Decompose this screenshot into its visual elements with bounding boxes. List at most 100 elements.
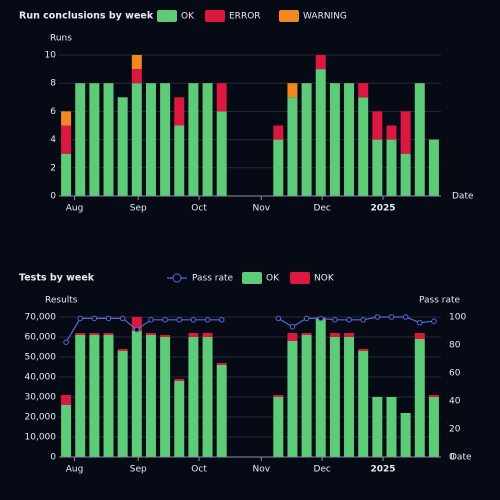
y-tick-label: 10 xyxy=(45,51,57,61)
bar-segment xyxy=(202,83,213,196)
pass-rate-point xyxy=(176,317,183,323)
bar-segment xyxy=(216,363,227,365)
bar-segment xyxy=(414,339,425,457)
y-tick-label: 4 xyxy=(50,135,56,145)
bar-segment xyxy=(372,139,383,196)
bar-segment xyxy=(75,83,86,196)
bar-segment xyxy=(315,319,326,457)
legend-label: OK xyxy=(181,12,195,22)
legend-swatch xyxy=(205,10,225,22)
bar-segment xyxy=(216,83,227,112)
bar-segment xyxy=(61,395,72,405)
y2-tick-label: 20 xyxy=(449,425,461,435)
bar-segment xyxy=(131,83,142,196)
bar-segment xyxy=(75,335,86,457)
x-tick-label: 2025 xyxy=(370,465,395,475)
bar-segment xyxy=(315,69,326,196)
y2-tick-label: 40 xyxy=(449,397,461,407)
y2-axis-title: Pass rate xyxy=(419,296,461,306)
bar-segment xyxy=(301,335,312,457)
legend-label: ERROR xyxy=(229,12,261,22)
y-tick-label: 0 xyxy=(50,192,56,202)
bar-segment xyxy=(386,125,397,140)
bar-segment xyxy=(89,335,100,457)
pass-rate-point xyxy=(119,315,126,322)
bar-segment xyxy=(414,333,425,339)
y-tick-label: 20,000 xyxy=(25,413,57,423)
legend-swatch xyxy=(157,10,177,22)
bar-segment xyxy=(75,333,86,335)
x-tick-label: Sep xyxy=(130,204,147,214)
bar-segment xyxy=(273,125,284,140)
bar-segment xyxy=(61,125,72,154)
pass-rate-point xyxy=(346,317,352,323)
x-tick-label: Oct xyxy=(191,465,207,475)
bar-segment xyxy=(174,381,185,457)
y2-tick-label: 100 xyxy=(449,313,466,323)
legend-label: OK xyxy=(266,274,280,284)
bar-segment xyxy=(216,111,227,196)
x-tick-label: Dec xyxy=(313,465,330,475)
x-tick-label: Nov xyxy=(253,204,271,214)
bar-segment xyxy=(287,97,298,196)
bar-segment xyxy=(273,139,284,196)
bar-segment xyxy=(428,139,439,196)
y-tick-label: 0 xyxy=(50,453,56,463)
bar-segment xyxy=(287,333,298,341)
bar-segment xyxy=(287,341,298,457)
bar-segment xyxy=(301,83,312,196)
y2-tick-label: 80 xyxy=(449,341,461,351)
bar-segment xyxy=(358,351,369,457)
bar-segment xyxy=(315,55,326,70)
pass-rate-point xyxy=(190,317,197,323)
pass-rate-point xyxy=(402,314,409,320)
y2-tick-label: 0 xyxy=(449,453,455,463)
bar-segment xyxy=(273,397,284,457)
bar-segment xyxy=(174,379,185,381)
legend-label: WARNING xyxy=(303,12,347,22)
legend-marker xyxy=(172,273,182,283)
bar-segment xyxy=(131,69,142,84)
pass-rate-point xyxy=(317,315,324,322)
y-tick-label: 30,000 xyxy=(25,393,57,403)
bar-segment xyxy=(61,405,72,457)
bar-segment xyxy=(174,125,185,196)
bar-segment xyxy=(160,83,171,196)
bar-segment xyxy=(145,83,156,196)
bar-segment xyxy=(287,83,298,98)
bar-segment xyxy=(188,333,199,337)
bar-segment xyxy=(414,83,425,196)
bar-segment xyxy=(386,139,397,196)
y-tick-label: 70,000 xyxy=(25,313,57,323)
y-tick-label: 50,000 xyxy=(25,353,57,363)
bar-segment xyxy=(344,83,355,196)
legend-label: NOK xyxy=(314,274,335,284)
x-tick-label: Oct xyxy=(191,204,207,214)
x-axis-title: Date xyxy=(450,453,472,463)
pass-rate-point xyxy=(77,315,84,322)
bar-segment xyxy=(117,349,128,351)
pass-rate-point xyxy=(388,314,395,320)
bar-segment xyxy=(188,337,199,457)
bar-segment xyxy=(344,337,355,457)
pass-rate-point xyxy=(218,317,225,323)
bar-segment xyxy=(400,153,411,196)
bar-segment xyxy=(117,351,128,457)
x-tick-label: Aug xyxy=(66,465,84,475)
bar-segment xyxy=(89,333,100,335)
bar-segment xyxy=(358,97,369,196)
bar-segment xyxy=(329,83,340,196)
bar-segment xyxy=(145,333,156,335)
legend-swatch xyxy=(290,272,310,284)
y-tick-label: 2 xyxy=(50,163,56,173)
bar-segment xyxy=(89,83,100,196)
legend-swatch xyxy=(279,10,299,22)
pass-rate-point xyxy=(91,315,98,322)
bar-segment xyxy=(372,397,383,457)
bar-segment xyxy=(428,395,439,397)
y-tick-label: 6 xyxy=(50,107,56,117)
chart-title: Run conclusions by week xyxy=(19,11,154,22)
bar-segment xyxy=(344,333,355,337)
y-axis-title: Runs xyxy=(50,34,72,44)
x-tick-label: Sep xyxy=(130,465,147,475)
